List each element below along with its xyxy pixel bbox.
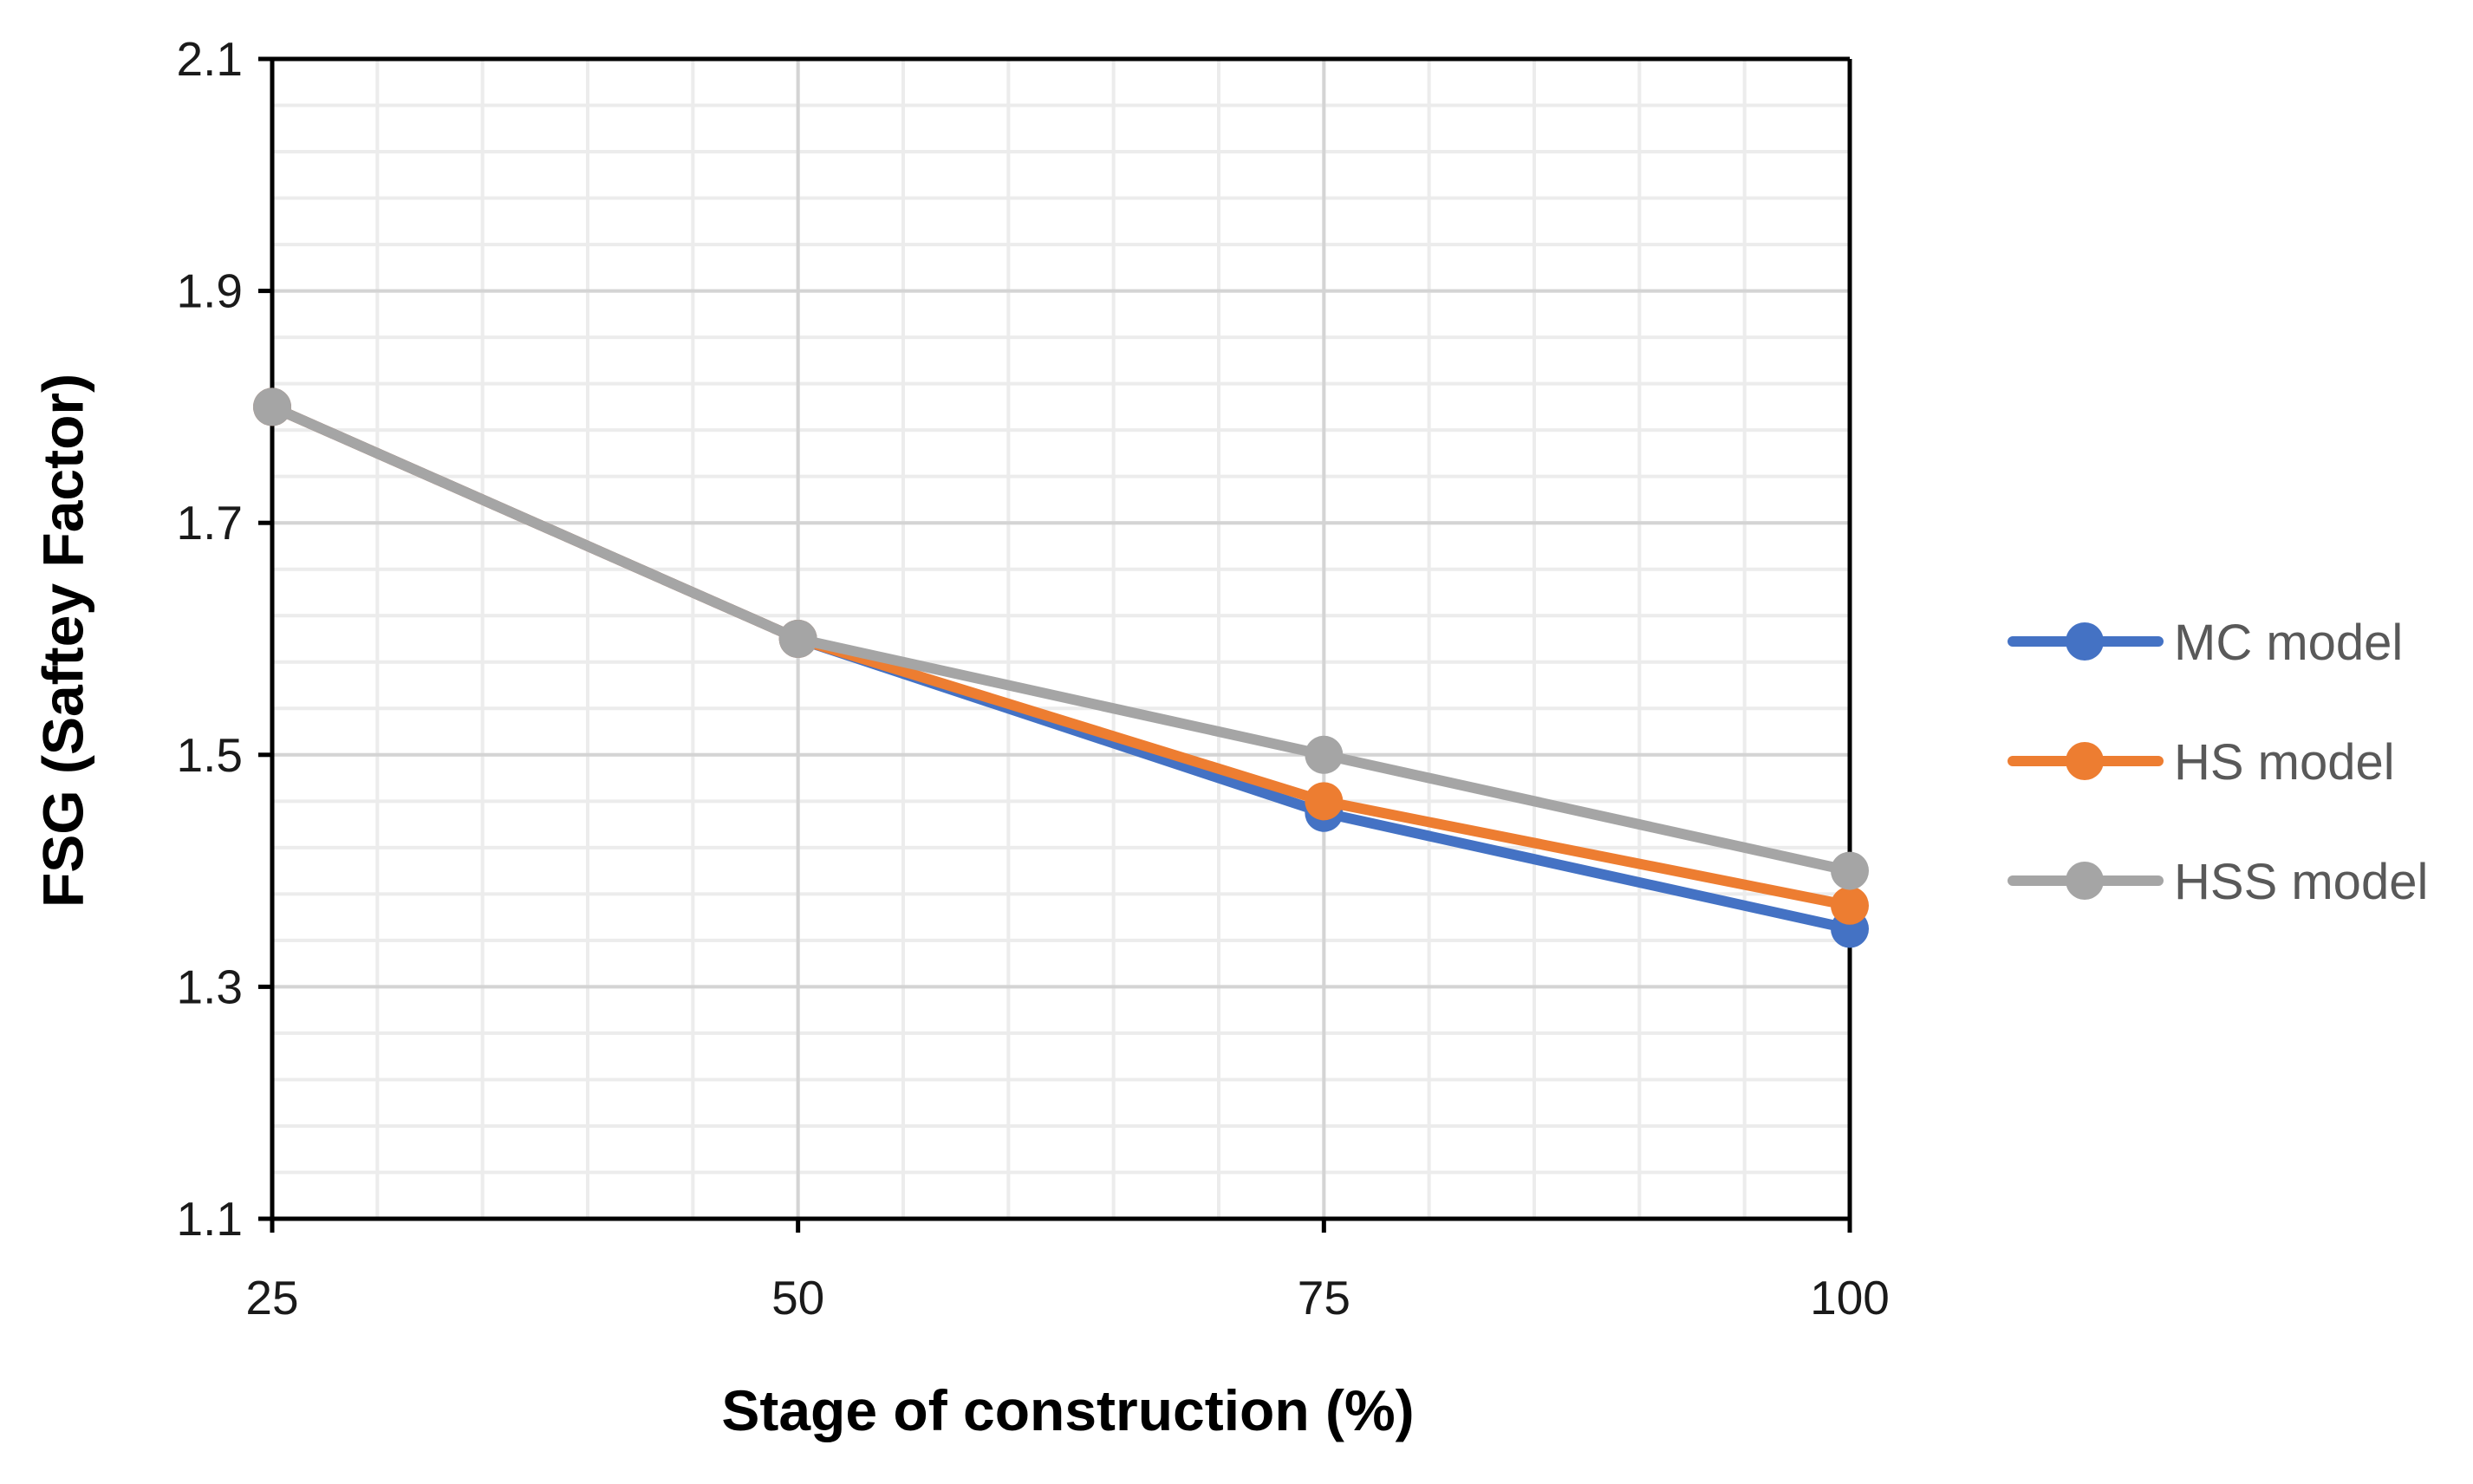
- legend-entry: HS model: [2008, 734, 2395, 791]
- data-point: [778, 620, 817, 658]
- series-hss-model: [253, 387, 1869, 890]
- data-point: [1831, 886, 1869, 925]
- y-tick-label: 1.1: [177, 1192, 243, 1246]
- y-tick-label: 1.9: [177, 264, 243, 318]
- legend-marker: [2066, 622, 2104, 661]
- x-tick-label: 25: [245, 1271, 298, 1325]
- x-axis-ticks: 25 50 75 100: [245, 1219, 1890, 1325]
- legend-marker: [2066, 862, 2104, 900]
- y-tick-label: 1.3: [177, 960, 243, 1013]
- x-tick-label: 100: [1810, 1271, 1890, 1325]
- legend-marker: [2066, 742, 2104, 780]
- legend: MC model HS model HSS model: [2008, 615, 2428, 910]
- x-tick-label: 75: [1298, 1271, 1350, 1325]
- legend-label: HSS model: [2174, 854, 2428, 910]
- legend-label: MC model: [2174, 615, 2403, 671]
- x-axis-title: Stage of construction (%): [721, 1378, 1414, 1442]
- data-point: [1305, 782, 1344, 821]
- axes: [270, 56, 1852, 1221]
- data-point: [1831, 851, 1869, 890]
- data-point: [1305, 735, 1344, 774]
- y-tick-label: 2.1: [177, 32, 243, 86]
- legend-label: HS model: [2174, 734, 2395, 791]
- data-point: [253, 387, 291, 426]
- x-tick-label: 50: [771, 1271, 824, 1325]
- y-tick-label: 1.7: [177, 496, 243, 550]
- y-axis-title: FSG (Saftey Factor): [30, 374, 94, 908]
- legend-entry: MC model: [2008, 615, 2403, 671]
- series-line: [267, 401, 1855, 876]
- y-tick-label: 1.5: [177, 728, 243, 782]
- y-axis-ticks: 1.1 1.3 1.5 1.7 1.9 2.1: [177, 32, 272, 1246]
- series-layer: [253, 387, 1869, 948]
- legend-entry: HSS model: [2008, 854, 2428, 910]
